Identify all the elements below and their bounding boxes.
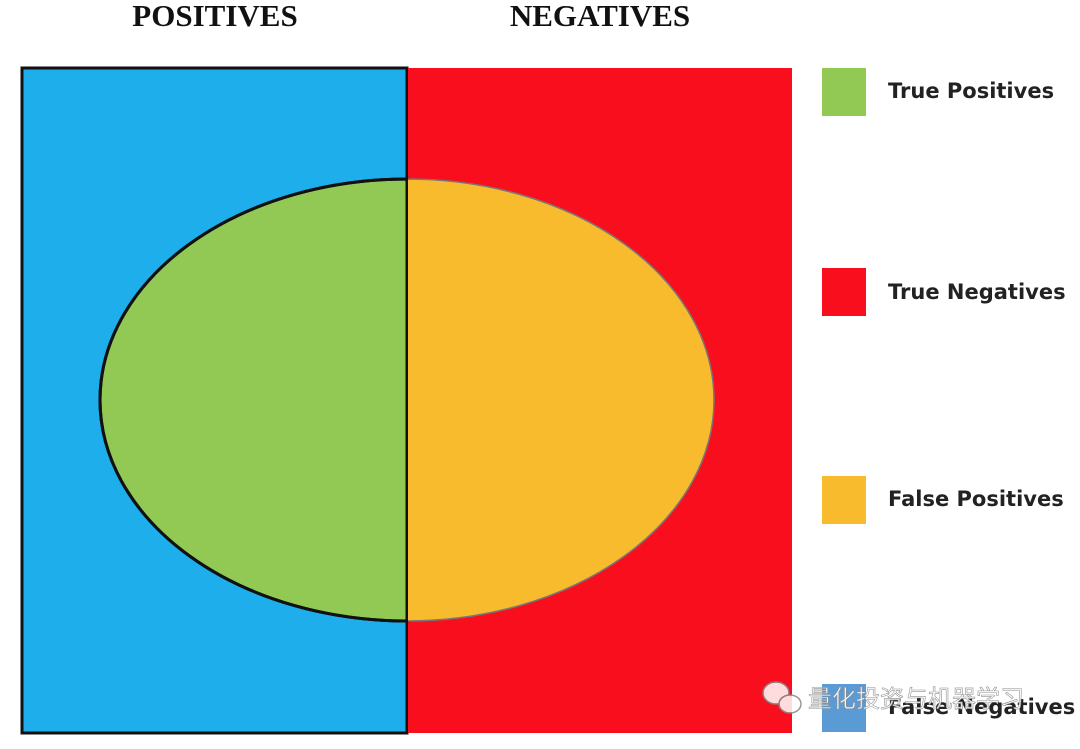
- watermark: 量化投资与机器学习: [808, 685, 1024, 713]
- legend-swatch: [822, 684, 866, 732]
- watermark-icon: [762, 681, 802, 714]
- legend-label: True Negatives: [888, 280, 1066, 304]
- ellipse-edge: [98, 177, 408, 623]
- legend-label: False Negatives: [888, 695, 1075, 719]
- legend-swatch: [822, 476, 866, 524]
- legend-swatch: [822, 68, 866, 116]
- positives-header: POSITIVES: [132, 0, 297, 33]
- legend-swatch: [822, 268, 866, 316]
- false-positives-half: [406, 178, 715, 622]
- negatives-header: NEGATIVES: [510, 0, 690, 33]
- legend-label: True Positives: [888, 79, 1054, 103]
- legend-label: False Positives: [888, 487, 1064, 511]
